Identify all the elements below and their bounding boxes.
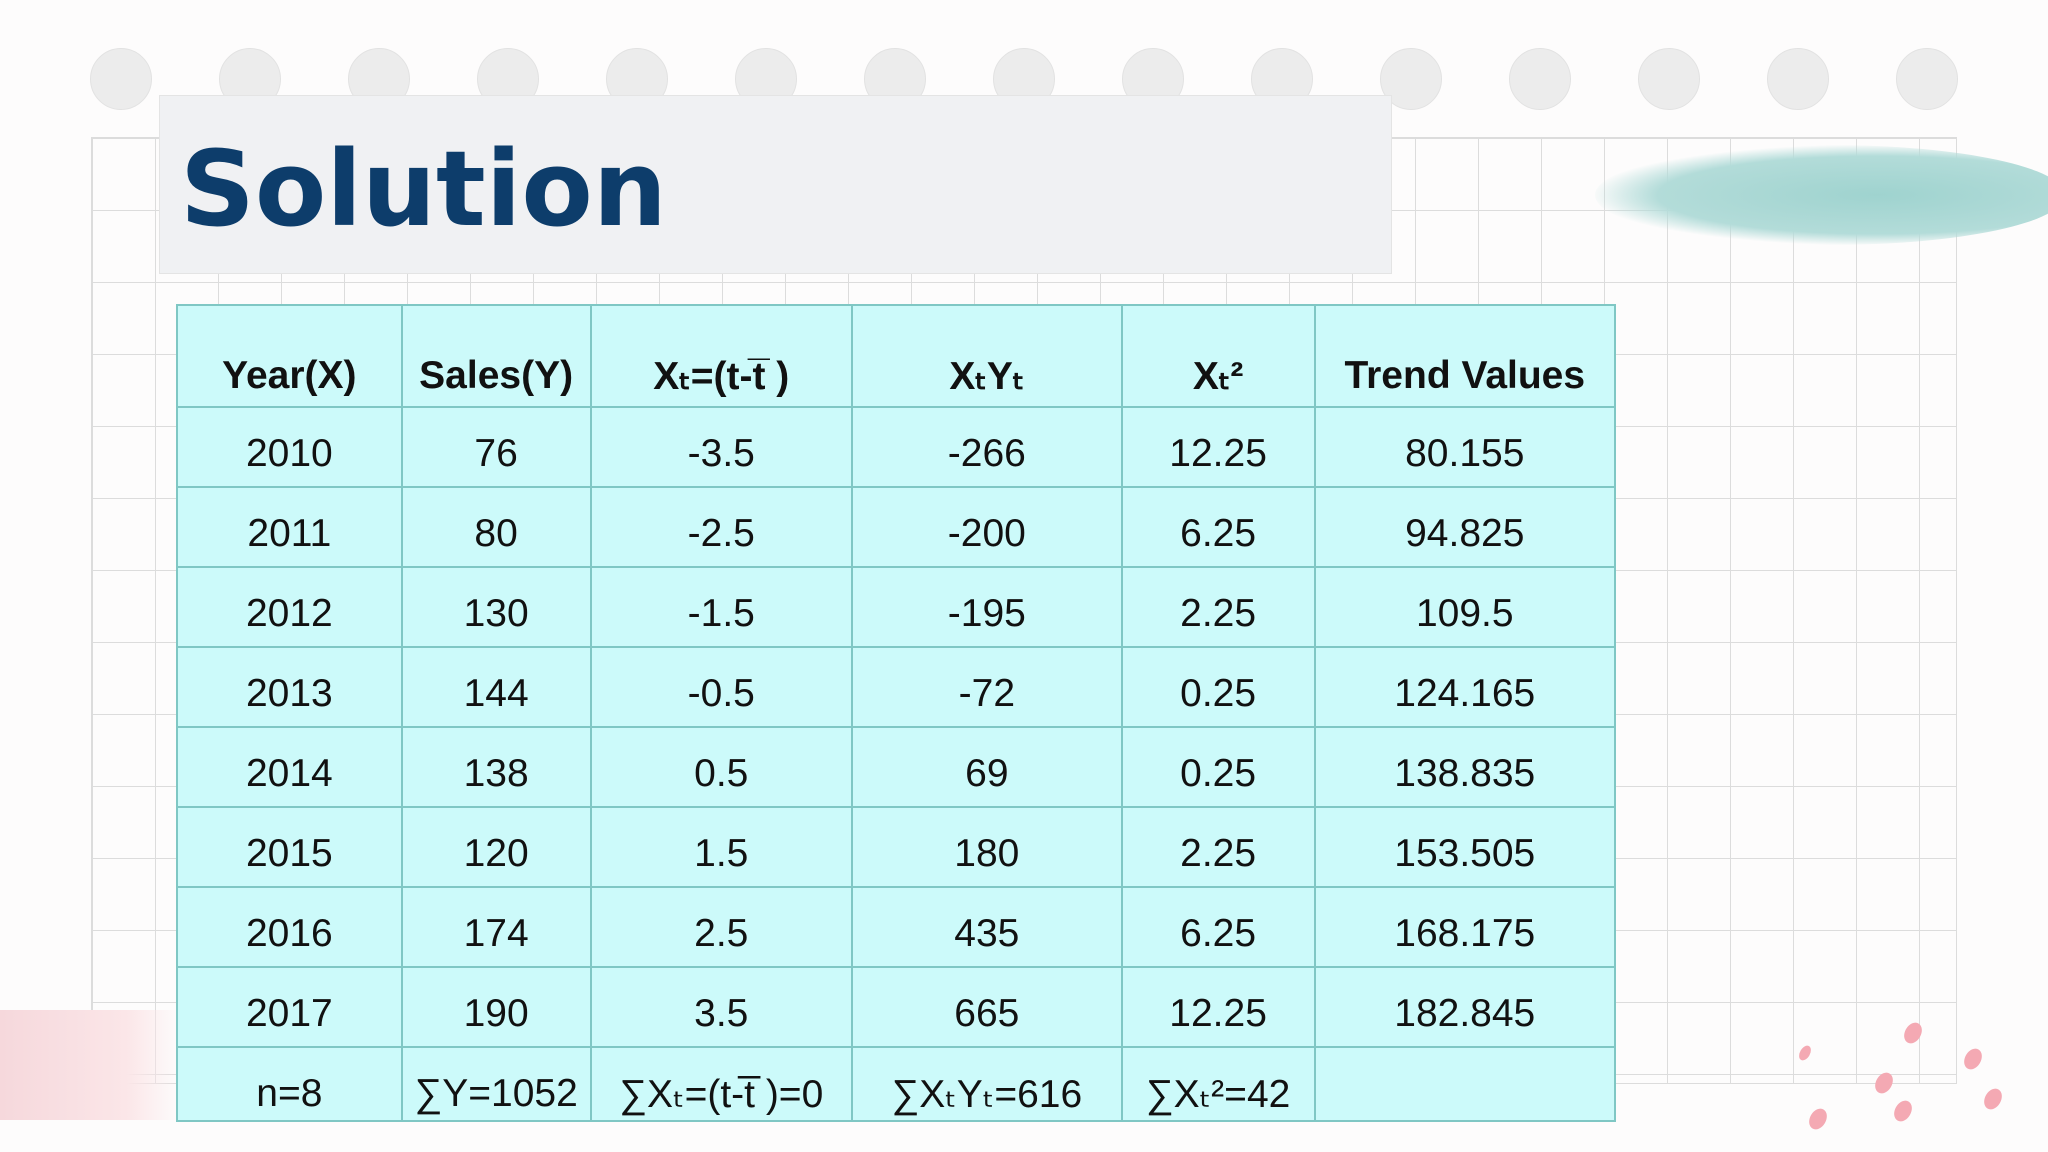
table-cell: 80.155 xyxy=(1313,406,1617,488)
total-cell: n=8 xyxy=(176,1046,403,1122)
table-row: 2014 138 0.5 69 0.25 138.835 xyxy=(176,726,1617,808)
table-header-row: Year(X) Sales(Y) Xₜ=(t-t̅ ) XₜYₜ Xₜ² Trend Va… xyxy=(176,304,1617,408)
circle-decoration xyxy=(1896,48,1958,110)
table-cell: -200 xyxy=(850,486,1123,568)
table-cell: -2.5 xyxy=(589,486,853,568)
column-header: Year(X) xyxy=(176,304,403,408)
table-cell: 0.5 xyxy=(589,726,853,808)
teal-paint-splash xyxy=(1595,145,2048,245)
table-cell: -1.5 xyxy=(589,566,853,648)
circle-decoration xyxy=(1767,48,1829,110)
circle-decoration xyxy=(1638,48,1700,110)
table-row: 2011 80 -2.5 -200 6.25 94.825 xyxy=(176,486,1617,568)
table-cell: 174 xyxy=(400,886,592,968)
table-row: 2016 174 2.5 435 6.25 168.175 xyxy=(176,886,1617,968)
table-cell: 2016 xyxy=(176,886,403,968)
table-cell: 2011 xyxy=(176,486,403,568)
pink-paint-stroke xyxy=(0,1010,180,1120)
table-cell: 0.25 xyxy=(1120,646,1316,728)
table-cell: 2014 xyxy=(176,726,403,808)
table-cell: 80 xyxy=(400,486,592,568)
table-cell: -195 xyxy=(850,566,1123,648)
table-cell: -3.5 xyxy=(589,406,853,488)
circle-decoration xyxy=(90,48,152,110)
table-cell: 6.25 xyxy=(1120,886,1316,968)
table-cell: 180 xyxy=(850,806,1123,888)
column-header: Trend Values xyxy=(1313,304,1617,408)
table-cell: 12.25 xyxy=(1120,406,1316,488)
pink-dot xyxy=(1805,1105,1831,1133)
table-cell: 109.5 xyxy=(1313,566,1617,648)
pink-dot xyxy=(1890,1097,1916,1125)
table-cell: 94.825 xyxy=(1313,486,1617,568)
column-header: XₜYₜ xyxy=(850,304,1123,408)
circle-decoration xyxy=(1509,48,1571,110)
total-cell: ∑XₜYₜ=616 xyxy=(850,1046,1123,1122)
table-cell: 130 xyxy=(400,566,592,648)
pink-dot xyxy=(1980,1085,2006,1113)
table-cell: 138 xyxy=(400,726,592,808)
table-cell: 168.175 xyxy=(1313,886,1617,968)
column-header: Xₜ=(t-t̅ ) xyxy=(589,304,853,408)
table-cell: 124.165 xyxy=(1313,646,1617,728)
table-cell: 6.25 xyxy=(1120,486,1316,568)
table-cell: 153.505 xyxy=(1313,806,1617,888)
table-cell: 138.835 xyxy=(1313,726,1617,808)
table-cell: 0.25 xyxy=(1120,726,1316,808)
table-cell: 2.25 xyxy=(1120,566,1316,648)
table-cell: 76 xyxy=(400,406,592,488)
table-cell: -266 xyxy=(850,406,1123,488)
table-row: 2012 130 -1.5 -195 2.25 109.5 xyxy=(176,566,1617,648)
table-row: 2015 120 1.5 180 2.25 153.505 xyxy=(176,806,1617,888)
table-row: 2010 76 -3.5 -266 12.25 80.155 xyxy=(176,406,1617,488)
table-cell: 2012 xyxy=(176,566,403,648)
table-cell: 12.25 xyxy=(1120,966,1316,1048)
table-cell: 2015 xyxy=(176,806,403,888)
table-cell: 2017 xyxy=(176,966,403,1048)
table-cell: 190 xyxy=(400,966,592,1048)
page-title: Solution xyxy=(180,128,667,250)
table-row: 2013 144 -0.5 -72 0.25 124.165 xyxy=(176,646,1617,728)
table-cell: 1.5 xyxy=(589,806,853,888)
table-cell: 144 xyxy=(400,646,592,728)
table-cell: 120 xyxy=(400,806,592,888)
table-cell: 2010 xyxy=(176,406,403,488)
table-cell: -72 xyxy=(850,646,1123,728)
total-cell xyxy=(1313,1046,1617,1122)
column-header: Xₜ² xyxy=(1120,304,1316,408)
table-cell: 435 xyxy=(850,886,1123,968)
solution-table: Year(X) Sales(Y) Xₜ=(t-t̅ ) XₜYₜ Xₜ² Trend Va… xyxy=(176,304,1617,1122)
table-cell: 665 xyxy=(850,966,1123,1048)
table-cell: 3.5 xyxy=(589,966,853,1048)
table-cell: 2.25 xyxy=(1120,806,1316,888)
table-cell: 182.845 xyxy=(1313,966,1617,1048)
total-cell: ∑Y=1052 xyxy=(400,1046,592,1122)
column-header: Sales(Y) xyxy=(400,304,592,408)
total-cell: ∑Xₜ²=42 xyxy=(1120,1046,1316,1122)
totals-row: n=8 ∑Y=1052 ∑Xₜ=(t-t̅ )=0 ∑XₜYₜ=616 ∑Xₜ²=42 xyxy=(176,1046,1617,1122)
pink-dot xyxy=(1960,1045,1986,1073)
table-cell: -0.5 xyxy=(589,646,853,728)
table-row: 2017 190 3.5 665 12.25 182.845 xyxy=(176,966,1617,1048)
table-cell: 69 xyxy=(850,726,1123,808)
table-cell: 2.5 xyxy=(589,886,853,968)
table-cell: 2013 xyxy=(176,646,403,728)
total-cell: ∑Xₜ=(t-t̅ )=0 xyxy=(589,1046,853,1122)
title-box xyxy=(159,95,1392,274)
